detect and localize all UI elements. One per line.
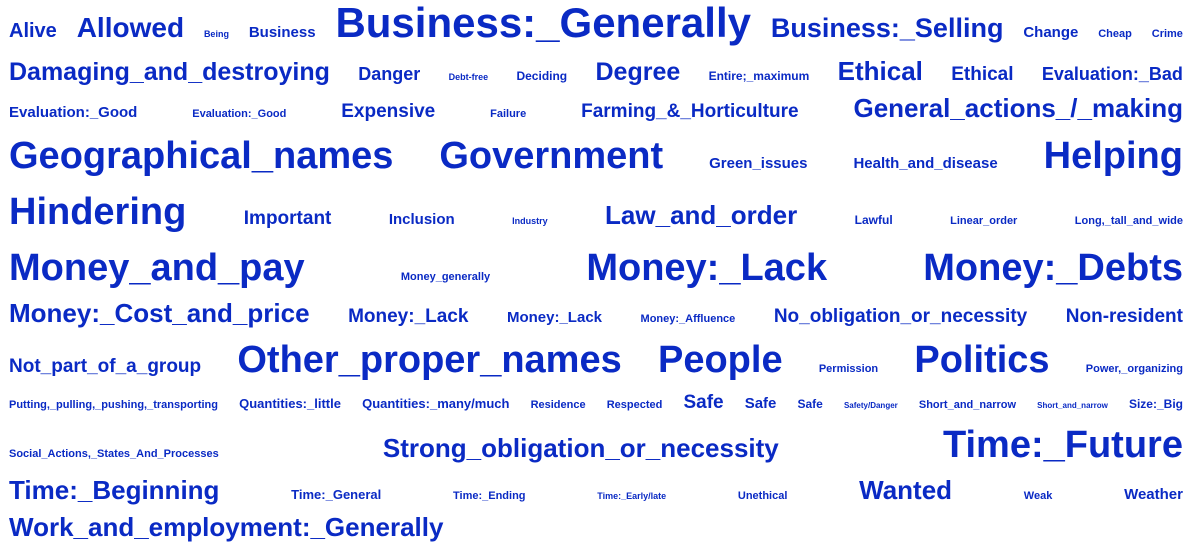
cloud-word: Lawful bbox=[854, 213, 893, 227]
cloud-word: Money:_Cost_and_price bbox=[9, 298, 310, 328]
cloud-word: Degree bbox=[595, 58, 681, 86]
word-row: Geographical_names Government Green_issues… bbox=[9, 137, 1183, 175]
cloud-word: Money:_Affluence bbox=[640, 313, 736, 325]
cloud-word: Not_part_of_a_group bbox=[9, 356, 202, 377]
cloud-word: Time:_General bbox=[291, 487, 382, 502]
cloud-word: People bbox=[657, 339, 783, 381]
cloud-word: Government bbox=[439, 135, 664, 177]
cloud-word: Evaluation:_Good bbox=[192, 108, 287, 120]
cloud-word: Linear_order bbox=[950, 215, 1018, 227]
word-row: Damaging_and_destroying Danger Debt-free De… bbox=[9, 58, 1183, 85]
cloud-word: Time:_Future bbox=[942, 424, 1183, 466]
cloud-word: Strong_obligation_or_necessity bbox=[382, 433, 779, 463]
cloud-word: Health_and_disease bbox=[853, 155, 998, 172]
cloud-word: Damaging_and_destroying bbox=[9, 58, 330, 86]
cloud-word: Time:_Beginning bbox=[9, 475, 220, 505]
cloud-word: Money:_Lack bbox=[586, 247, 828, 289]
cloud-word: Wanted bbox=[859, 475, 953, 505]
cloud-word: Time:_Ending bbox=[453, 490, 526, 502]
cloud-word: Quantities:_many/much bbox=[362, 396, 510, 411]
cloud-word: Important bbox=[243, 208, 332, 229]
word-row: Hindering Important Inclusion Industry Law_a… bbox=[9, 193, 1183, 231]
word-row: Money_and_pay Money_generally Money:_Lack M… bbox=[9, 249, 1183, 287]
cloud-word: Safe bbox=[744, 395, 777, 412]
cloud-word: Weak bbox=[1023, 490, 1053, 502]
cloud-word: Money:_Debts bbox=[923, 247, 1183, 289]
cloud-word: Cheap bbox=[1098, 28, 1132, 40]
cloud-word: Entire;_maximum bbox=[708, 69, 810, 83]
cloud-word: Ethical bbox=[837, 56, 923, 86]
cloud-word: Other_proper_names bbox=[237, 339, 622, 381]
cloud-word: Debt-free bbox=[448, 72, 489, 82]
cloud-word: Time:_Early/late bbox=[597, 491, 667, 501]
cloud-word: Allowed bbox=[76, 12, 185, 43]
word-row: Alive Allowed Being Business Business:_Gener… bbox=[9, 2, 1183, 44]
cloud-word: Unethical bbox=[737, 490, 788, 502]
word-row: Putting,_pulling,_pushing,_transporting Q… bbox=[9, 393, 1183, 412]
cloud-word: Evaluation:_Bad bbox=[1041, 64, 1183, 84]
cloud-word: Money:_Lack bbox=[348, 306, 469, 327]
cloud-word: Business:_Generally bbox=[335, 0, 751, 46]
cloud-word: Ethical bbox=[951, 64, 1014, 85]
cloud-word: No_obligation_or_necessity bbox=[773, 306, 1028, 327]
cloud-word: Safety/Danger bbox=[843, 401, 898, 410]
cloud-word: Hindering bbox=[9, 191, 187, 233]
cloud-word: Failure bbox=[490, 108, 527, 120]
cloud-word: Danger bbox=[358, 64, 421, 84]
cloud-word: Business:_Selling bbox=[770, 13, 1004, 43]
cloud-word: Short_and_narrow bbox=[1037, 401, 1108, 410]
cloud-word: Respected bbox=[606, 399, 663, 411]
cloud-word: Geographical_names bbox=[9, 135, 394, 177]
word-row: Social_Actions,_States_And_Processes Stro… bbox=[9, 426, 1183, 464]
cloud-word: Weather bbox=[1124, 486, 1183, 503]
cloud-word: General_actions_/_making bbox=[853, 93, 1183, 123]
cloud-word: Deciding bbox=[516, 69, 568, 83]
cloud-word: Permission bbox=[818, 363, 879, 375]
cloud-word: Quantities:_little bbox=[239, 396, 341, 411]
cloud-word: Money:_Lack bbox=[506, 309, 603, 326]
cloud-word: Industry bbox=[512, 216, 548, 226]
cloud-word: Social_Actions,_States_And_Processes bbox=[9, 448, 219, 460]
word-row: Not_part_of_a_group Other_proper_names Peo… bbox=[9, 341, 1183, 379]
cloud-word: Money_and_pay bbox=[9, 247, 305, 289]
cloud-word: Evaluation:_Good bbox=[9, 104, 138, 121]
cloud-word: Expensive bbox=[341, 101, 436, 122]
cloud-word: Safe bbox=[797, 397, 823, 411]
cloud-word: Residence bbox=[530, 399, 586, 411]
word-row: Evaluation:_Good Evaluation:_Good Expensiv… bbox=[9, 95, 1183, 121]
cloud-word: Long,_tall_and_wide bbox=[1074, 215, 1183, 227]
cloud-word: Safe bbox=[683, 392, 724, 413]
cloud-word: Inclusion bbox=[388, 211, 455, 228]
cloud-word: Power,_organizing bbox=[1085, 363, 1183, 375]
cloud-word: Crime bbox=[1151, 28, 1183, 40]
cloud-word: Helping bbox=[1043, 135, 1183, 177]
cloud-word: Law_and_order bbox=[605, 200, 798, 230]
word-row: Time:_Beginning Time:_General Time:_Ending… bbox=[9, 477, 1183, 503]
cloud-word: Alive bbox=[9, 20, 57, 42]
word-row: Work_and_employment:_Generally bbox=[9, 514, 1183, 540]
cloud-word: Farming_&_Horticulture bbox=[581, 101, 799, 122]
cloud-word: Money_generally bbox=[400, 271, 491, 283]
cloud-word: Non-resident bbox=[1065, 306, 1183, 327]
cloud-word: Politics bbox=[914, 339, 1050, 381]
cloud-word: Business bbox=[248, 24, 316, 41]
cloud-word: Being bbox=[203, 29, 229, 39]
cloud-word: Green_issues bbox=[709, 155, 808, 172]
cloud-word: Putting,_pulling,_pushing,_transporting bbox=[9, 399, 218, 411]
cloud-word: Work_and_employment:_Generally bbox=[9, 512, 444, 542]
cloud-word: Size:_Big bbox=[1128, 397, 1183, 411]
cloud-word: Change bbox=[1023, 24, 1079, 41]
word-row: Money:_Cost_and_price Money:_Lack Money:_L… bbox=[9, 300, 1183, 326]
cloud-word: Short_and_narrow bbox=[918, 399, 1017, 411]
